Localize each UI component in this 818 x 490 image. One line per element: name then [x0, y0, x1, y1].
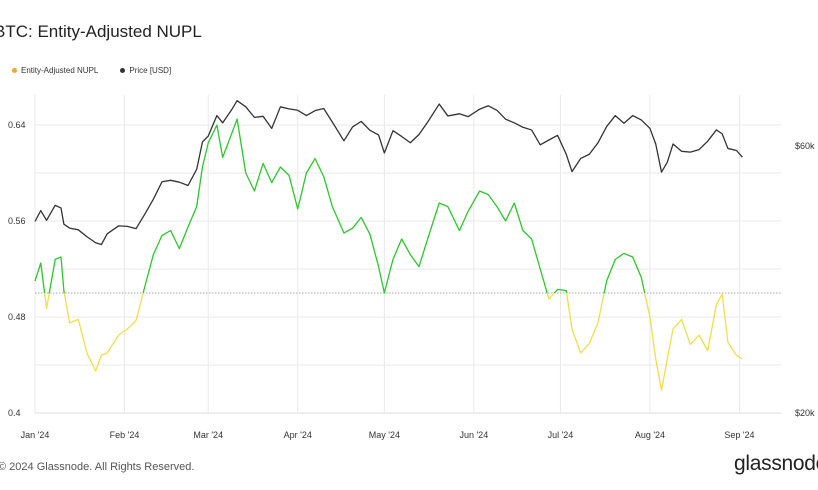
y-left-tick-label: 0.4 — [8, 408, 21, 418]
price-line — [34, 100, 743, 246]
legend-label-price: Price [USD] — [129, 66, 172, 75]
y-left-tick-label: 0.48 — [8, 312, 26, 322]
nupl-line-above — [48, 256, 65, 294]
x-tick-label: May '24 — [369, 430, 400, 440]
nupl-line-above — [603, 252, 646, 294]
legend-item-nupl[interactable]: Entity-Adjusted NUPL — [12, 66, 98, 75]
nupl-line-above — [553, 288, 568, 294]
legend-swatch-price — [120, 68, 126, 73]
x-tick-label: Jun '24 — [459, 430, 488, 440]
y-left-tick-label: 0.56 — [8, 216, 26, 226]
x-tick-label: Jul '24 — [548, 430, 574, 440]
y-left-tick-label: 0.64 — [8, 120, 26, 130]
legend-item-price[interactable]: Price [USD] — [120, 66, 171, 75]
nupl-line-below — [63, 292, 144, 372]
x-tick-label: Feb '24 — [110, 430, 140, 440]
glassnode-logo: glassnode — [734, 452, 818, 475]
nupl-line-above — [34, 262, 46, 294]
y-right-tick-label: $20k — [795, 408, 815, 418]
legend-label-nupl: Entity-Adjusted NUPL — [21, 66, 99, 75]
chart-title: BTC: Entity-Adjusted NUPL — [0, 22, 202, 41]
x-tick-label: Apr '24 — [284, 430, 312, 440]
x-tick-label: Mar '24 — [193, 430, 223, 440]
legend-swatch-nupl — [12, 68, 17, 73]
x-tick-label: Jan '24 — [21, 430, 50, 440]
nupl-line-above — [142, 118, 548, 294]
y-right-tick-label: $60k — [795, 141, 815, 151]
chart-legend: Entity-Adjusted NUPL Price [USD] — [12, 66, 171, 75]
x-tick-label: Aug '24 — [635, 430, 665, 440]
nupl-line-below — [43, 292, 50, 310]
copyright-text: © 2024 Glassnode. All Rights Reserved. — [0, 461, 195, 473]
x-tick-label: Sep '24 — [724, 430, 754, 440]
nupl-line-below — [565, 292, 605, 354]
nupl-line-below — [546, 292, 555, 300]
nupl-line-below — [644, 292, 743, 391]
